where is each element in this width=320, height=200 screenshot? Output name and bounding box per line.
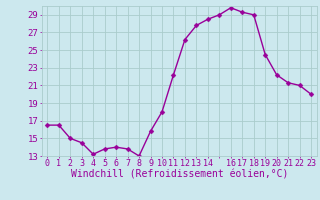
X-axis label: Windchill (Refroidissement éolien,°C): Windchill (Refroidissement éolien,°C) xyxy=(70,170,288,180)
